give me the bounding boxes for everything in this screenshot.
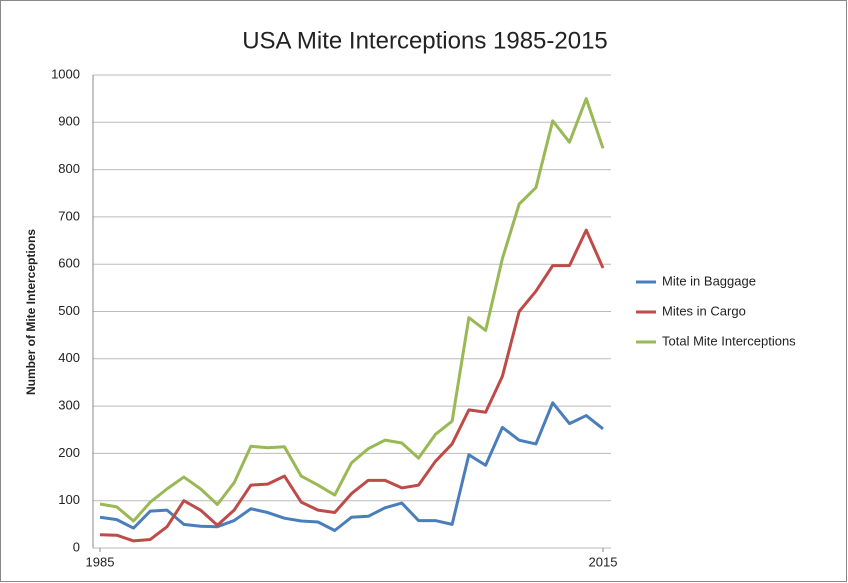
series-line	[99, 228, 605, 543]
y-tick-label: 600	[58, 256, 80, 271]
y-tick-label: 800	[58, 161, 80, 176]
y-axis-label: Number of Mite Interceptions	[24, 229, 38, 395]
y-tick-label: 700	[58, 208, 80, 223]
y-tick-label: 200	[58, 445, 80, 460]
legend-label: Total Mite Interceptions	[662, 333, 796, 348]
series-line	[99, 401, 604, 532]
x-tick-label: 1985	[86, 554, 115, 569]
y-tick-label: 300	[58, 398, 80, 413]
chart-title: USA Mite Interceptions 1985-2015	[242, 27, 608, 54]
y-tick-label: 500	[58, 303, 80, 318]
y-tick-label: 900	[58, 114, 80, 129]
y-tick-label: 400	[58, 350, 80, 365]
y-tick-label: 100	[58, 492, 80, 507]
x-tick-label: 2015	[589, 554, 618, 569]
y-tick-label: 1000	[51, 66, 80, 81]
y-tick-label: 0	[73, 539, 80, 554]
legend-label: Mites in Cargo	[662, 303, 746, 318]
legend-label: Mite in Baggage	[662, 273, 756, 288]
series-line	[99, 97, 605, 523]
